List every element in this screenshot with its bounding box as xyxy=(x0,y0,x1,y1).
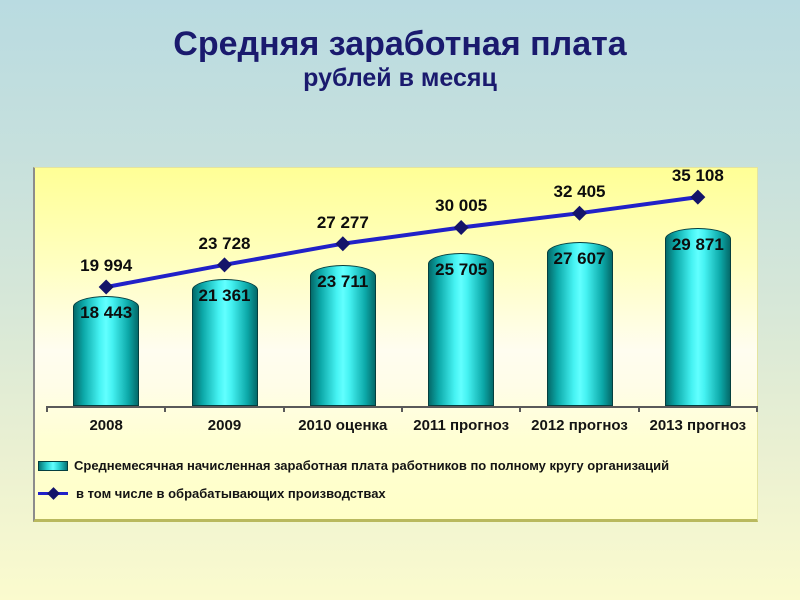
legend-diamond-icon xyxy=(47,487,60,500)
category-label: 2009 xyxy=(207,417,242,434)
line-marker-diamond-icon xyxy=(690,189,706,205)
line-marker-diamond-icon xyxy=(453,219,469,235)
bar-value-label: 21 361 xyxy=(198,285,251,305)
category-label: 2008 xyxy=(89,417,123,434)
bar-2009 xyxy=(191,278,258,406)
bar-2010 оценка xyxy=(309,264,376,406)
page-subtitle: рублей в месяц xyxy=(303,64,497,93)
line-marker-diamond-icon xyxy=(572,205,587,221)
line-series-path xyxy=(105,195,699,290)
bar-value-label: 23 711 xyxy=(317,271,369,291)
x-axis-tick xyxy=(637,406,640,412)
x-axis-tick xyxy=(164,406,167,412)
line-value-label: 19 994 xyxy=(80,256,133,276)
line-value-label: 35 108 xyxy=(671,166,724,186)
category-label: 2010 оценка xyxy=(298,417,388,434)
bar-value-label: 25 705 xyxy=(435,260,488,280)
legend-item-line-series: в том числе в обрабатывающих производств… xyxy=(38,486,757,501)
x-axis-tick xyxy=(46,406,48,412)
line-value-label: 32 405 xyxy=(553,182,606,202)
plot-area: 18 443 2008 21 361 2009 23 711 2010 оценка 25 … xyxy=(35,166,760,523)
bar-2008 xyxy=(73,296,140,406)
line-value-label: 30 005 xyxy=(435,196,488,216)
x-axis-tick xyxy=(756,406,758,412)
title-block: Средняя заработная плата рублей в месяц xyxy=(0,25,800,95)
bar-2013 прогноз xyxy=(664,228,731,406)
legend-label-bar-series: Среднемесячная начисленная заработная пл… xyxy=(74,458,670,473)
legend-item-bar-series: Среднемесячная начисленная заработная пл… xyxy=(38,458,757,473)
line-marker-diamond-icon xyxy=(335,236,351,252)
line-marker-diamond-icon xyxy=(217,257,232,273)
category-label: 2012 прогноз xyxy=(531,417,628,434)
bar-2012 прогноз xyxy=(546,241,613,406)
chart-panel: 18 443 2008 21 361 2009 23 711 2010 оценка 25 … xyxy=(33,166,760,523)
line-series-layer xyxy=(98,189,706,295)
line-value-label: 23 728 xyxy=(198,233,251,253)
bar-value-label: 29 871 xyxy=(671,235,724,255)
bar-value-label: 27 607 xyxy=(553,248,606,268)
page-title: Средняя заработная плата xyxy=(173,25,627,63)
chart-legend: Среднемесячная начисленная заработная пл… xyxy=(38,458,757,514)
x-axis-tick xyxy=(282,406,285,412)
category-label: 2013 прогноз xyxy=(649,417,747,434)
category-label: 2011 прогноз xyxy=(413,417,510,434)
x-axis-tick xyxy=(519,406,522,412)
line-value-label: 27 277 xyxy=(316,212,369,232)
line-series-swatch-icon xyxy=(38,487,68,500)
line-marker-diamond-icon xyxy=(98,279,114,295)
bar-2011 прогноз xyxy=(428,253,495,406)
x-axis-tick xyxy=(401,406,403,412)
bar-series-swatch-icon xyxy=(38,460,68,471)
legend-label-line-series: в том числе в обрабатывающих производств… xyxy=(76,486,386,501)
bar-value-label: 18 443 xyxy=(80,303,133,323)
